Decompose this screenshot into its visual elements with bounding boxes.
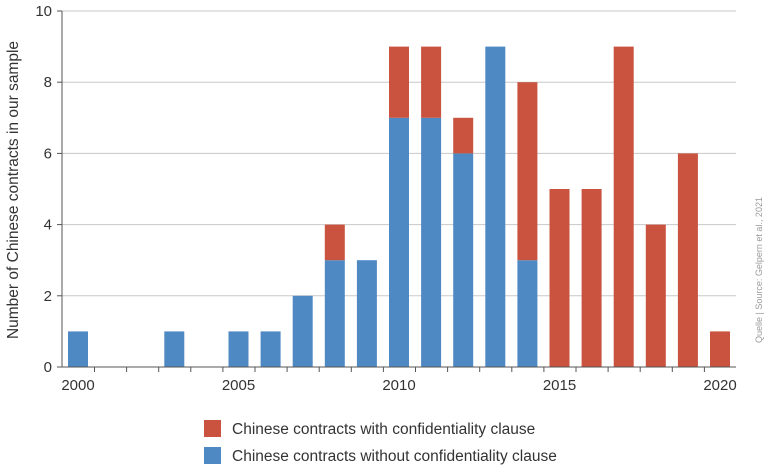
x-tick-label: 2005 (222, 377, 255, 394)
source-note: Quelle | Source: Gelpern et al., 2021 (754, 197, 764, 343)
legend-swatch-series-1 (204, 420, 221, 437)
bar-2020-series-1 (710, 331, 730, 367)
axes (57, 10, 736, 372)
legend-swatch-series-0 (204, 447, 221, 464)
bar-2012-series-0 (453, 153, 474, 367)
bar-2014-series-1 (517, 82, 538, 261)
bar-2018-series-1 (645, 224, 666, 367)
legend: Chinese contracts with confidentiality c… (204, 420, 557, 465)
y-tick-label: 0 (44, 359, 52, 376)
bar-2005-series-0 (228, 331, 249, 367)
y-tick-label: 4 (44, 217, 52, 234)
x-tick-label: 2010 (382, 377, 415, 394)
x-tick-label: 2015 (543, 377, 576, 394)
bar-2010-series-0 (389, 117, 409, 367)
bar-2013-series-0 (485, 46, 506, 367)
y-axis-label: Number of Chinese contracts in our sampl… (5, 41, 22, 339)
bars (68, 46, 730, 367)
bar-2008-series-1 (324, 224, 345, 261)
bar-2019-series-1 (677, 153, 698, 367)
bar-2011-series-1 (421, 46, 442, 118)
legend-label-series-0: Chinese contracts without confidentialit… (232, 448, 557, 465)
legend-label-series-1: Chinese contracts with confidentiality c… (232, 421, 535, 438)
y-tick-label: 6 (44, 145, 52, 162)
bar-2007-series-0 (292, 295, 313, 367)
x-tick-label: 2000 (61, 377, 94, 394)
x-tick-label: 2020 (703, 377, 736, 394)
bar-2000-series-0 (68, 331, 88, 367)
bar-2015-series-1 (549, 189, 570, 367)
bar-2016-series-1 (581, 189, 602, 367)
bar-2017-series-1 (613, 46, 634, 367)
bar-2011-series-0 (421, 117, 442, 367)
bar-2012-series-1 (453, 117, 474, 154)
bar-2003-series-0 (164, 331, 185, 367)
bar-2008-series-0 (324, 260, 345, 367)
y-tick-label: 2 (44, 288, 52, 305)
y-tick-label: 8 (44, 74, 52, 91)
bar-2010-series-1 (389, 46, 409, 118)
bar-2009-series-0 (356, 260, 377, 367)
tick-labels: 0 2 4 6 8 10 2000 2005 2010 2015 2020 (35, 3, 736, 394)
y-tick-label: 10 (35, 3, 52, 20)
bar-2006-series-0 (260, 331, 281, 367)
bar-2014-series-0 (517, 260, 538, 367)
